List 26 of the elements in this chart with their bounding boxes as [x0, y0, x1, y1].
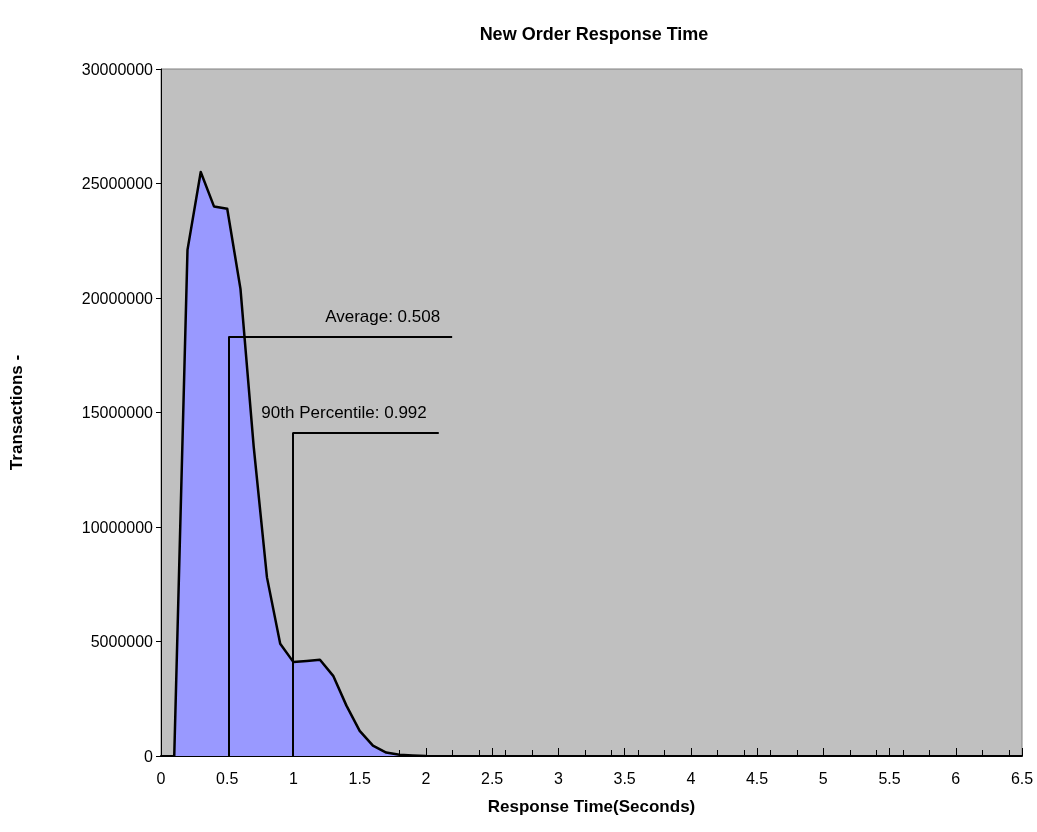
x-tick-label: 6.5 — [1010, 769, 1034, 787]
x-tick-label: 2.5 — [481, 769, 504, 787]
y-tick-label: 0 — [144, 747, 154, 765]
x-tick-label: 3.5 — [613, 769, 636, 787]
y-tick-label: 30000000 — [81, 60, 154, 78]
x-tick-label: 6 — [951, 769, 961, 787]
ref-line-label: 90th Percentile: 0.992 — [261, 403, 427, 423]
x-tick-label: 1 — [289, 769, 299, 787]
x-tick-label: 0.5 — [216, 769, 239, 787]
x-tick-label: 1.5 — [348, 769, 371, 787]
y-tick-label: 25000000 — [81, 175, 154, 192]
x-tick-label: 0 — [156, 769, 166, 787]
x-tick-label: 2 — [421, 769, 431, 787]
x-tick-label: 5 — [818, 769, 828, 787]
x-tick-label: 4.5 — [745, 769, 769, 787]
y-tick-label: 10000000 — [81, 518, 154, 536]
y-axis-title: Transactions - — [7, 354, 26, 471]
x-tick-label: 4 — [686, 769, 696, 787]
chart-title: New Order Response Time — [479, 24, 709, 44]
y-tick-label: 15000000 — [81, 404, 154, 421]
x-tick-label: 5.5 — [878, 769, 901, 787]
y-tick-label: 5000000 — [90, 633, 154, 650]
x-tick-label: 3 — [553, 769, 563, 787]
x-axis-title: Response Time(Seconds) — [487, 797, 696, 816]
ref-line-label: Average: 0.508 — [325, 306, 441, 326]
y-tick-label: 20000000 — [81, 289, 154, 307]
